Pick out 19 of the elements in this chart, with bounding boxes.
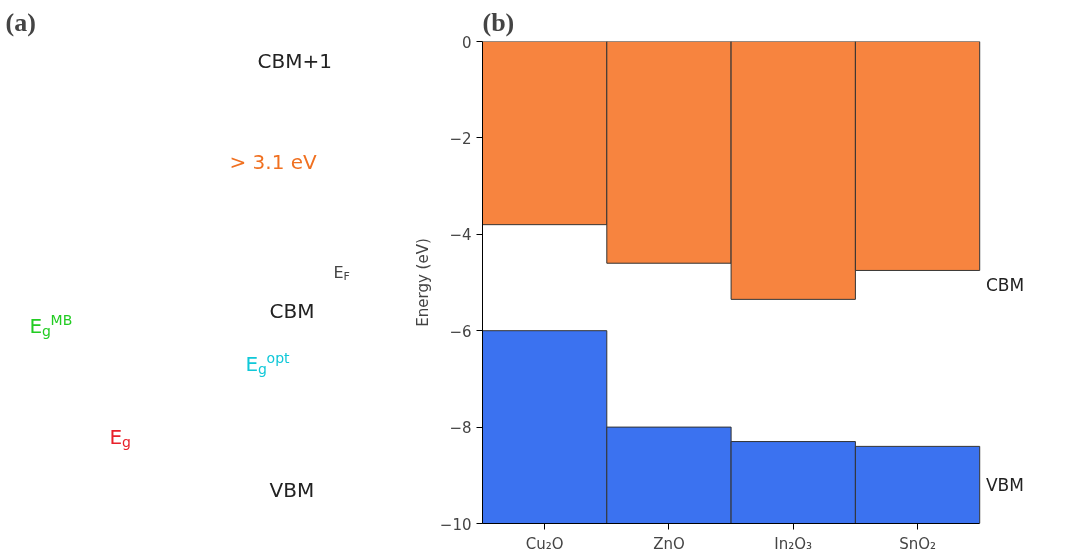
text: CBM (269, 299, 315, 324)
text: CBM+1 (257, 48, 332, 73)
y-tick-label: −10 (439, 515, 472, 534)
x-tick-label: In₂O₃ (774, 534, 813, 553)
x-tick-label: ZnO (653, 534, 685, 553)
y-tick-label: −2 (449, 129, 472, 148)
series-label: VBM (985, 474, 1024, 495)
y-axis-title: Energy (eV) (413, 238, 432, 327)
text: (a) (5, 7, 36, 37)
y-tick-label: −4 (449, 226, 472, 245)
chart-title: (b) (482, 7, 515, 37)
y-tick-label: 0 (461, 33, 472, 52)
y-tick-label: −8 (449, 419, 472, 438)
text: VBM (269, 477, 315, 502)
x-tick-label: Cu₂O (525, 534, 564, 553)
y-tick-label: −6 (449, 322, 472, 341)
series-label: CBM (985, 274, 1025, 295)
x-tick-label: SnO₂ (899, 534, 936, 553)
text: > 3.1 eV (229, 150, 318, 174)
